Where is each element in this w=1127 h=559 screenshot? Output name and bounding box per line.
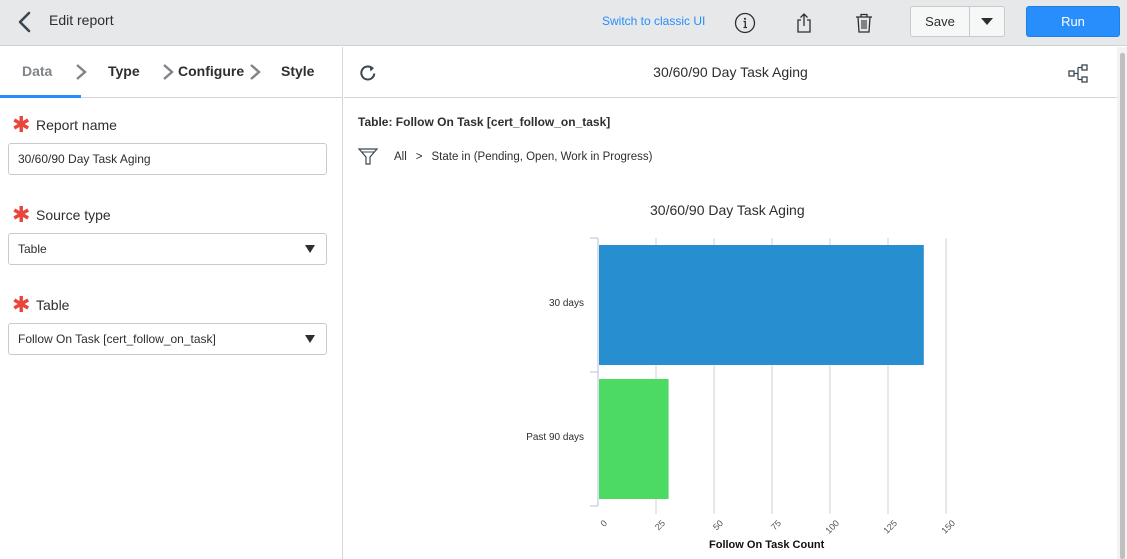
x-axis-title: Follow On Task Count: [709, 539, 825, 551]
refresh-icon: [360, 65, 376, 81]
tab-type[interactable]: Type: [108, 63, 140, 79]
asterisk-icon: ✱: [12, 292, 31, 317]
funnel-icon: [358, 148, 378, 165]
active-tab-indicator: [0, 95, 81, 98]
chevron-right-icon: [76, 64, 87, 80]
source-type-select[interactable]: Table: [8, 233, 327, 265]
caret-down-icon: [305, 245, 315, 253]
chart-title: 30/60/90 Day Task Aging: [650, 202, 805, 218]
refresh-button[interactable]: [358, 63, 378, 83]
save-options-dropdown[interactable]: [970, 7, 1004, 36]
bar-30-days[interactable]: [599, 245, 924, 365]
hierarchy-icon: [1068, 64, 1088, 83]
y-axis-label: 30 days: [548, 298, 584, 309]
source-type-value: Table: [18, 242, 47, 256]
delete-button[interactable]: [851, 10, 877, 36]
caret-down-icon: [305, 335, 315, 343]
y-axis: [590, 237, 599, 507]
table-label-row: ✱ Table: [8, 292, 327, 317]
table-source-label: Table: Follow On Task [cert_follow_on_ta…: [358, 115, 611, 129]
save-button[interactable]: Save: [911, 7, 970, 36]
table-label: Table: [36, 297, 70, 313]
chevron-right-icon: [163, 64, 174, 80]
asterisk-icon: ✱: [12, 202, 31, 227]
preview-title: 30/60/90 Day Task Aging: [653, 64, 808, 80]
hierarchy-button[interactable]: [1068, 64, 1090, 84]
back-button[interactable]: [14, 10, 36, 34]
preview-header: 30/60/90 Day Task Aging: [344, 47, 1117, 98]
tab-data[interactable]: Data: [22, 63, 53, 79]
asterisk-icon: ✱: [12, 112, 31, 137]
report-config-panel: Data Type Configure Style ✱ Report name …: [0, 47, 343, 559]
scrollbar-thumb[interactable]: [1120, 53, 1125, 559]
report-name-label: Report name: [36, 117, 117, 133]
filter-breadcrumb: All > State in (Pending, Open, Work in P…: [358, 147, 652, 167]
share-button[interactable]: [791, 10, 817, 36]
filter-separator: >: [415, 151, 423, 163]
report-name-field: ✱ Report name 30/60/90 Day Task Aging: [8, 112, 327, 175]
table-value: Follow On Task [cert_follow_on_task]: [18, 332, 216, 346]
source-type-label: Source type: [36, 207, 111, 223]
bar-past-90-days[interactable]: [599, 379, 669, 499]
page-title: Edit report: [49, 12, 114, 28]
info-icon: [734, 12, 756, 34]
step-tabs: Data Type Configure Style: [0, 47, 342, 98]
chevron-left-icon: [18, 11, 31, 33]
tab-style[interactable]: Style: [281, 63, 315, 79]
filter-crumb-all[interactable]: All: [394, 151, 407, 163]
report-name-value: 30/60/90 Day Task Aging: [18, 152, 151, 166]
save-button-group: Save: [910, 6, 1005, 37]
switch-classic-ui-link[interactable]: Switch to classic UI: [602, 14, 706, 28]
filter-crumb-condition[interactable]: State in (Pending, Open, Work in Progres…: [431, 151, 653, 163]
tab-configure[interactable]: Configure: [178, 63, 245, 79]
top-bar: Edit report Switch to classic UI Save Ru…: [0, 0, 1127, 46]
report-name-label-row: ✱ Report name: [8, 112, 327, 137]
caret-down-icon: [981, 18, 993, 25]
share-icon: [797, 13, 811, 33]
run-button[interactable]: Run: [1026, 6, 1120, 37]
table-select[interactable]: Follow On Task [cert_follow_on_task]: [8, 323, 327, 355]
chart-plot: [590, 237, 947, 514]
info-button[interactable]: [732, 10, 758, 36]
y-axis-label: Past 90 days: [526, 432, 584, 443]
chevron-right-icon: [250, 64, 261, 80]
source-type-label-row: ✱ Source type: [8, 202, 327, 227]
report-preview-panel: 30/60/90 Day Task Aging Table: Follow On…: [344, 47, 1127, 559]
table-field: ✱ Table Follow On Task [cert_follow_on_t…: [8, 292, 327, 355]
report-name-input[interactable]: 30/60/90 Day Task Aging: [8, 143, 327, 175]
trash-icon: [856, 13, 872, 33]
source-type-field: ✱ Source type Table: [8, 202, 327, 265]
